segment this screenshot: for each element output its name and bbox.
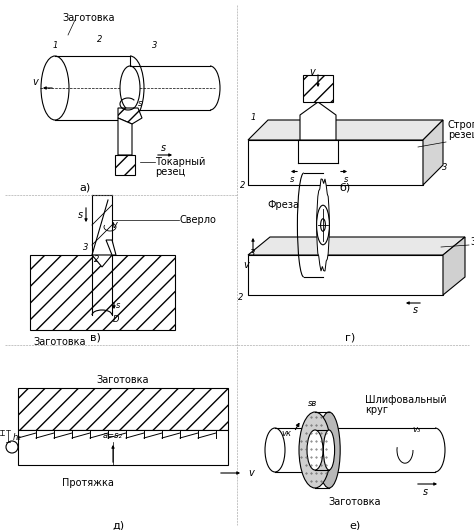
Text: Шлифовальный: Шлифовальный xyxy=(365,395,447,405)
Text: 2: 2 xyxy=(237,293,243,302)
Text: a=s₂: a=s₂ xyxy=(103,430,123,439)
Text: s: s xyxy=(412,305,418,315)
Text: а): а) xyxy=(79,183,91,193)
Text: 2: 2 xyxy=(97,36,103,45)
Ellipse shape xyxy=(323,430,335,470)
Text: v: v xyxy=(111,220,117,230)
Text: 1: 1 xyxy=(250,113,255,122)
Polygon shape xyxy=(303,75,333,102)
Text: v: v xyxy=(32,77,38,87)
Text: D: D xyxy=(113,315,119,324)
Text: s: s xyxy=(77,210,82,220)
Polygon shape xyxy=(118,118,132,155)
Text: д): д) xyxy=(112,520,124,530)
Polygon shape xyxy=(317,179,329,271)
Text: v: v xyxy=(309,67,315,77)
Text: Строгальный: Строгальный xyxy=(448,120,474,130)
Text: 3: 3 xyxy=(250,249,255,258)
Polygon shape xyxy=(248,140,423,185)
Polygon shape xyxy=(18,388,228,430)
Text: s: s xyxy=(160,143,165,153)
Text: 2: 2 xyxy=(94,255,100,264)
Ellipse shape xyxy=(320,219,325,231)
Text: е): е) xyxy=(349,520,361,530)
Text: sв: sв xyxy=(309,400,318,409)
Text: vк: vк xyxy=(281,429,291,438)
Ellipse shape xyxy=(120,66,140,110)
Ellipse shape xyxy=(318,412,340,488)
Text: Заготовка: Заготовка xyxy=(329,497,381,507)
Text: Сверло: Сверло xyxy=(180,215,217,225)
Text: г): г) xyxy=(345,332,355,342)
Polygon shape xyxy=(92,255,112,267)
Text: s: s xyxy=(344,175,348,184)
Text: v₃: v₃ xyxy=(413,426,421,435)
Polygon shape xyxy=(115,155,135,175)
Text: v: v xyxy=(243,260,249,270)
Text: 2: 2 xyxy=(240,181,245,190)
Text: 3: 3 xyxy=(442,163,447,172)
Text: s: s xyxy=(422,487,428,497)
Text: s: s xyxy=(290,175,294,184)
Text: резец: резец xyxy=(155,167,185,177)
Polygon shape xyxy=(118,108,142,124)
Text: резец: резец xyxy=(448,130,474,140)
Text: h₂: h₂ xyxy=(13,434,22,443)
Text: Фреза: Фреза xyxy=(267,200,299,210)
Polygon shape xyxy=(18,430,228,465)
Text: 1: 1 xyxy=(52,40,58,49)
Text: Заготовка: Заготовка xyxy=(470,237,474,247)
Text: Токарный: Токарный xyxy=(155,157,205,167)
Ellipse shape xyxy=(317,205,329,245)
Text: в): в) xyxy=(90,332,100,342)
Text: s: s xyxy=(138,100,142,109)
Polygon shape xyxy=(248,255,443,295)
Text: 3: 3 xyxy=(83,243,89,252)
Text: Заготовка: Заготовка xyxy=(34,337,86,347)
Polygon shape xyxy=(423,120,443,185)
Polygon shape xyxy=(248,120,443,140)
Text: 3: 3 xyxy=(152,40,158,49)
Ellipse shape xyxy=(41,56,69,120)
Polygon shape xyxy=(300,102,336,140)
Text: б): б) xyxy=(339,183,351,193)
Polygon shape xyxy=(106,240,116,255)
Text: v: v xyxy=(248,468,254,478)
Ellipse shape xyxy=(299,412,331,488)
Ellipse shape xyxy=(307,430,323,470)
Polygon shape xyxy=(248,237,465,255)
Text: круг: круг xyxy=(365,405,388,415)
Text: Протяжка: Протяжка xyxy=(62,478,114,488)
Text: Заготовка: Заготовка xyxy=(97,375,149,385)
Ellipse shape xyxy=(265,428,285,472)
Polygon shape xyxy=(443,237,465,295)
Text: Заготовка: Заготовка xyxy=(62,13,115,23)
Polygon shape xyxy=(30,255,175,330)
Text: s: s xyxy=(116,302,120,311)
